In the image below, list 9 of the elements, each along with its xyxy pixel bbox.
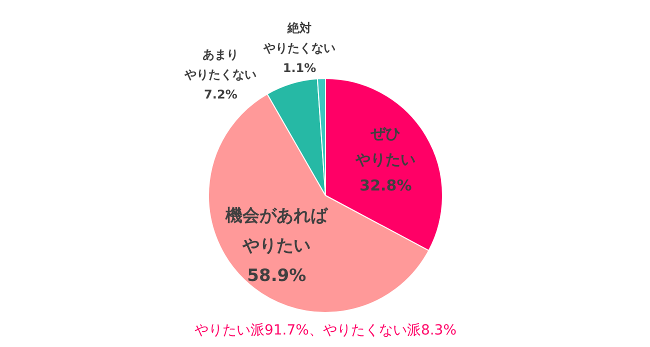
slice-label: 機会があればやりたい [224,206,329,256]
data-label: 1.1% [282,60,316,75]
data-label: 32.8% [360,176,412,194]
text: やりたい派91.7%、やりたくない派8.3% [194,322,457,338]
slice-label: ぜひやりたい [354,124,416,168]
slice-label: あまりやりたくない [184,48,257,82]
data-label: 7.2% [204,88,238,102]
data-label: 58.9% [247,266,306,286]
slice-label: 絶対やりたくない [262,20,336,55]
